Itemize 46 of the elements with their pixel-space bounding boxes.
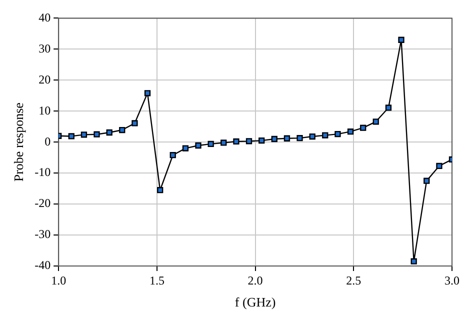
point	[170, 152, 176, 158]
x-axis-title: f (GHz)	[234, 294, 276, 310]
point	[132, 120, 138, 126]
point	[246, 138, 252, 144]
point	[182, 145, 189, 152]
point	[334, 130, 341, 138]
y-tick-label: -10	[34, 165, 51, 180]
point	[94, 131, 100, 138]
x-tick-label: 2.5	[346, 273, 362, 288]
point	[258, 137, 265, 144]
point	[347, 128, 354, 135]
point	[360, 124, 366, 131]
point	[372, 118, 379, 125]
point	[195, 142, 202, 149]
y-tick-label: -20	[34, 196, 51, 210]
point	[436, 162, 442, 170]
point	[322, 132, 328, 138]
y-axis-title: Probe response	[11, 102, 26, 182]
point	[220, 140, 227, 146]
y-tick-label: 10	[38, 103, 51, 118]
y-tick-label: 30	[38, 41, 51, 56]
point	[119, 126, 126, 134]
x-tick-label: 1.0	[51, 273, 66, 288]
point	[68, 133, 74, 140]
point	[410, 258, 417, 264]
y-tick-label: 40	[38, 10, 51, 24]
point	[144, 90, 151, 96]
point	[296, 135, 303, 142]
x-tick-label: 2.0	[248, 273, 263, 288]
y-tick-label: -40	[34, 258, 51, 272]
point	[80, 132, 88, 138]
x-tick-label: 1.5	[149, 273, 164, 288]
x-tick-label: 3.0	[444, 273, 460, 288]
point	[233, 138, 240, 145]
point	[284, 135, 290, 142]
point	[208, 140, 214, 148]
point	[106, 129, 112, 136]
point	[309, 133, 316, 140]
y-tick-label: 0	[44, 134, 51, 148]
y-tick-label: -30	[34, 227, 51, 242]
point	[157, 187, 164, 194]
point	[385, 104, 392, 111]
point	[271, 136, 278, 142]
point	[398, 36, 404, 43]
point	[424, 178, 430, 184]
y-tick-label: 20	[38, 72, 51, 86]
